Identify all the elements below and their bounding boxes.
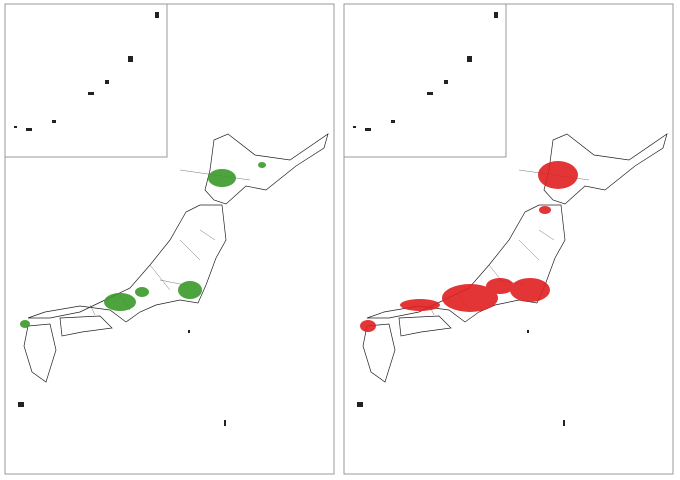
right-panel (343, 3, 674, 475)
left-panel (4, 3, 335, 475)
